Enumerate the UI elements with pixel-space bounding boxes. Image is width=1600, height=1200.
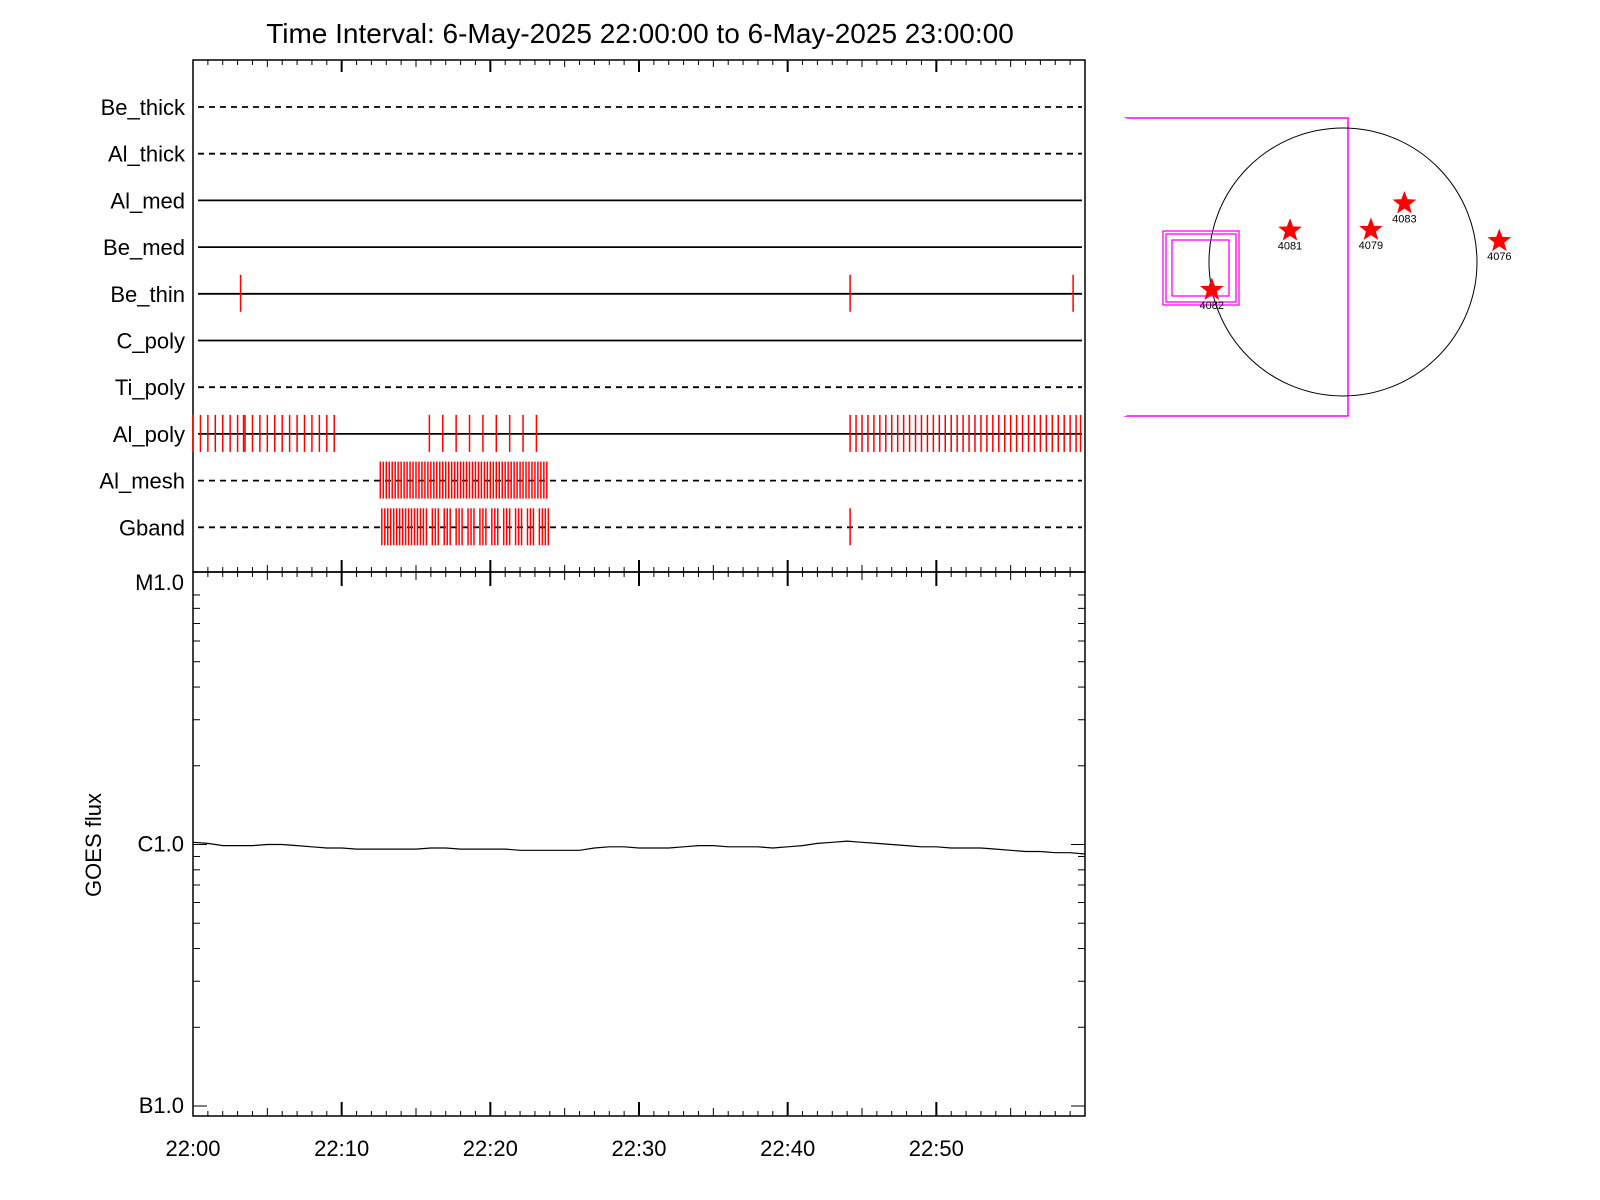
timeline-row-label: C_poly [117,329,185,354]
timeline-row-label: Ti_poly [115,375,185,400]
goes-flux-panel: B1.0 C1.0 M1.0 22:00 22:10 22:20 22:30 22:40 22:… [81,570,1086,1161]
goes-x-tick-label: 22:20 [463,1136,518,1161]
region-label: 4079 [1359,240,1383,252]
goes-y-tick-label: C1.0 [138,832,184,857]
goes-x-tick-label: 22:30 [611,1136,666,1161]
goes-x-tick-label: 22:40 [760,1136,815,1161]
timeline-row-label: Gband [119,515,185,540]
timeline-row-label: Be_med [103,235,185,260]
goes-frame [192,571,1086,1117]
region-label: 4083 [1392,213,1416,225]
region-star [1487,228,1512,252]
goes-x-tick-label: 22:50 [909,1136,964,1161]
timeline-row-label: Al_poly [113,422,185,447]
goes-y-tick-label: B1.0 [139,1093,184,1118]
region-label: 4081 [1278,241,1302,253]
timeline-row-label: Al_med [110,188,185,213]
goes-flux-line [192,840,1086,855]
goes-x-tick-label: 22:00 [165,1136,220,1161]
goes-y-axis-label: GOES flux [81,793,106,897]
region-label: 4082 [1200,300,1224,312]
goes-x-tick-label: 22:10 [314,1136,369,1161]
timeline-row-label: Al_mesh [99,469,185,494]
chart-title: Time Interval: 6-May-2025 22:00:00 to 6-… [266,18,1014,49]
pointing-box-inner [1165,233,1237,303]
timeline-row-label: Be_thin [110,282,185,307]
sun-limb [1208,127,1478,397]
pointing-box-outer [1162,230,1240,306]
goes-y-tick-label: M1.0 [135,570,184,595]
timeline-frame [192,59,1086,573]
region-label: 4076 [1487,251,1511,263]
pointing-box-core [1171,239,1230,297]
filter-timeline-panel: Be_thick Al_thick Al_med Be_med Be_thin C_pol… [99,59,1086,573]
timeline-row-label: Al_thick [108,142,186,167]
region-star [1278,218,1302,241]
region-star [1392,190,1417,214]
region-star [1199,277,1224,300]
timeline-row-label: Be_thick [101,95,186,120]
sun-map-panel: 4082 4081 4079 4083 4076 [1123,117,1512,417]
region-star [1359,217,1383,240]
